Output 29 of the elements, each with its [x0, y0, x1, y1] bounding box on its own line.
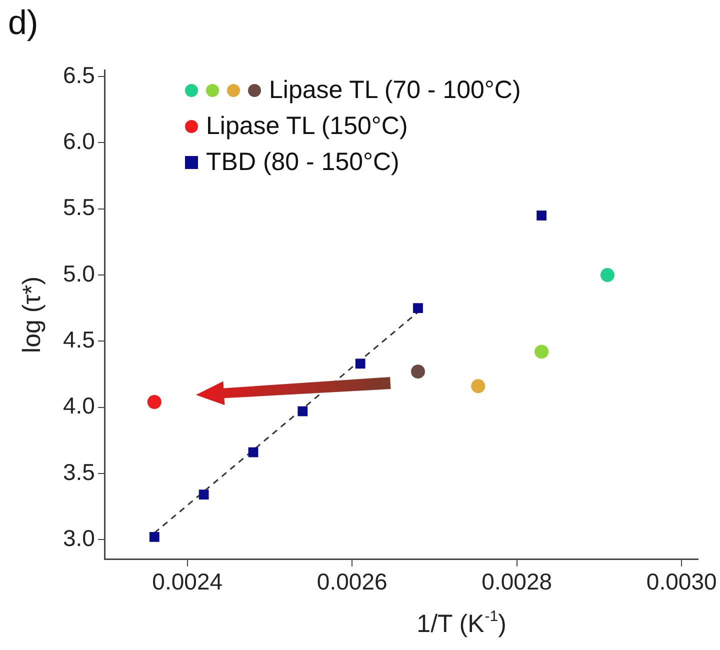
- legend-label: TBD (80 - 150°C): [206, 147, 400, 178]
- y-tick-label: 5.0: [62, 260, 95, 286]
- point: [248, 447, 258, 458]
- y-tick-label: 4.5: [62, 326, 95, 352]
- point: [600, 268, 614, 282]
- point: [471, 379, 486, 394]
- x-tick-label: 0.0030: [646, 568, 717, 595]
- point: [411, 364, 425, 379]
- x-tick-label: 0.0026: [316, 568, 388, 595]
- text: d): [8, 4, 38, 43]
- y-tick-label: 4.0: [62, 392, 95, 419]
- y-tick-label: 3.5: [62, 458, 95, 485]
- point: [298, 406, 308, 416]
- x-tick-label: 0.0028: [482, 568, 552, 595]
- y-tick-label: 3.0: [62, 524, 95, 551]
- point: [198, 490, 209, 500]
- legend-label: Lipase TL (150°C): [206, 111, 408, 142]
- point: [534, 344, 549, 359]
- y-axis-title: log (τ*): [18, 276, 46, 353]
- y-tick-label: 6.0: [62, 128, 95, 154]
- y-tick-label: 6.5: [62, 62, 95, 88]
- point: [149, 532, 160, 542]
- x-tick-label: 0.0024: [152, 568, 223, 595]
- point: [413, 303, 423, 314]
- legend-label: Lipase TL (70 - 100°C): [269, 75, 521, 106]
- point: [147, 395, 162, 409]
- point: [355, 358, 366, 369]
- y-tick-label: 5.5: [62, 194, 95, 220]
- point: [536, 210, 547, 220]
